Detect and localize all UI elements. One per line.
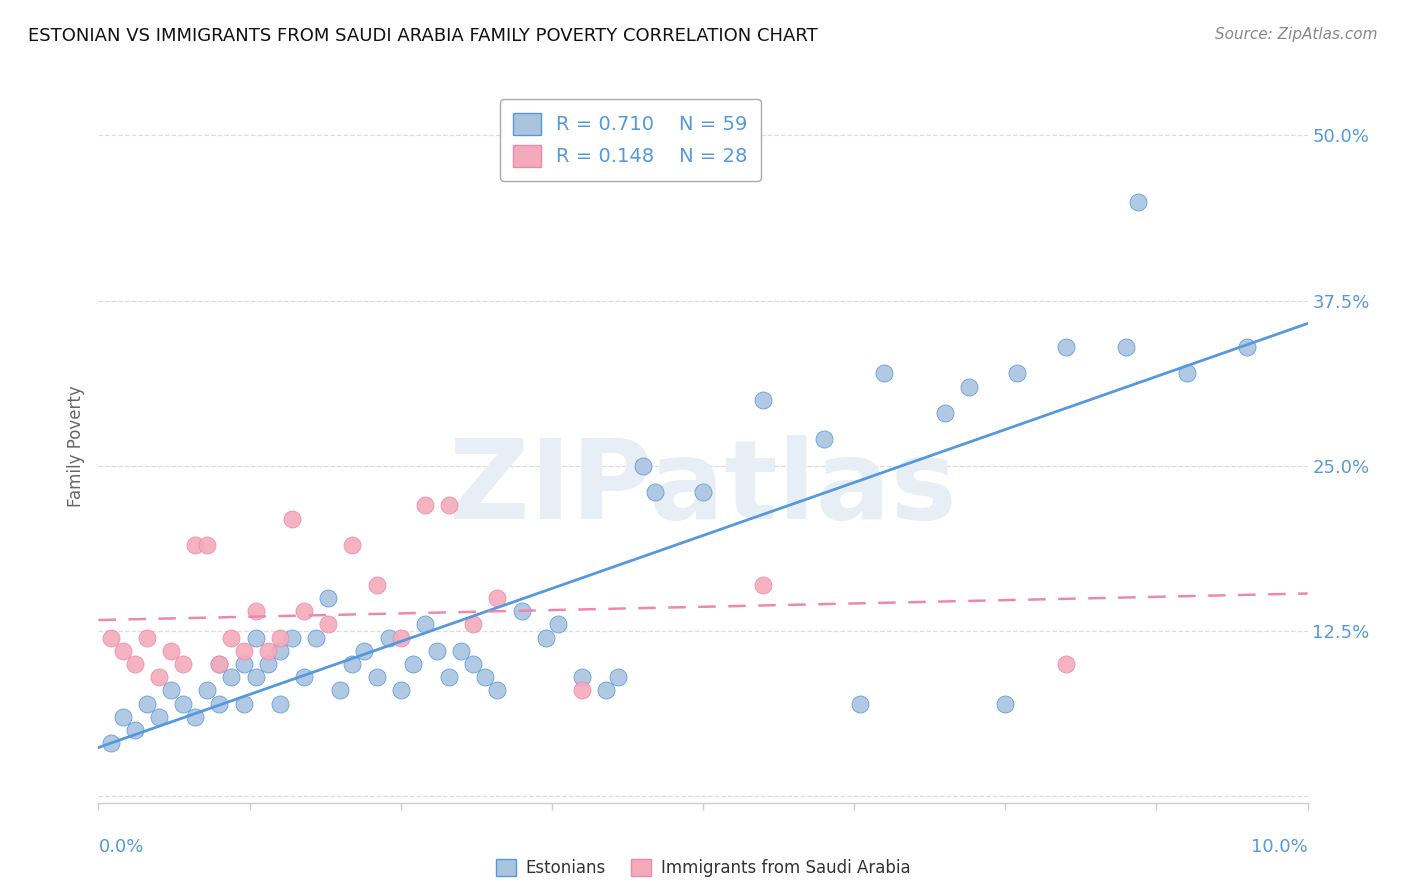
Point bbox=[571, 683, 593, 698]
Point bbox=[413, 617, 436, 632]
Point bbox=[752, 578, 775, 592]
Point bbox=[232, 697, 254, 711]
Point bbox=[316, 617, 339, 632]
Point bbox=[160, 683, 183, 698]
Point bbox=[256, 644, 278, 658]
Point bbox=[208, 697, 231, 711]
Point bbox=[111, 644, 134, 658]
Point bbox=[571, 670, 593, 684]
Legend: R = 0.710    N = 59, R = 0.148    N = 28: R = 0.710 N = 59, R = 0.148 N = 28 bbox=[499, 99, 761, 181]
Point bbox=[245, 670, 267, 684]
Legend: Estonians, Immigrants from Saudi Arabia: Estonians, Immigrants from Saudi Arabia bbox=[489, 852, 917, 884]
Point bbox=[607, 670, 630, 684]
Point bbox=[232, 657, 254, 671]
Point bbox=[450, 644, 472, 658]
Point bbox=[245, 631, 267, 645]
Point bbox=[1115, 340, 1137, 354]
Point bbox=[160, 644, 183, 658]
Point bbox=[474, 670, 496, 684]
Point bbox=[426, 644, 449, 658]
Point bbox=[994, 697, 1017, 711]
Point bbox=[148, 710, 170, 724]
Point bbox=[269, 644, 291, 658]
Point bbox=[292, 670, 315, 684]
Point bbox=[389, 683, 412, 698]
Point bbox=[486, 591, 509, 605]
Point bbox=[1236, 340, 1258, 354]
Point bbox=[135, 631, 157, 645]
Y-axis label: Family Poverty: Family Poverty bbox=[67, 385, 86, 507]
Point bbox=[100, 631, 122, 645]
Point bbox=[221, 670, 243, 684]
Point bbox=[232, 644, 254, 658]
Point bbox=[256, 657, 278, 671]
Point bbox=[329, 683, 352, 698]
Point bbox=[184, 710, 207, 724]
Point bbox=[195, 683, 218, 698]
Point bbox=[413, 499, 436, 513]
Text: ESTONIAN VS IMMIGRANTS FROM SAUDI ARABIA FAMILY POVERTY CORRELATION CHART: ESTONIAN VS IMMIGRANTS FROM SAUDI ARABIA… bbox=[28, 27, 818, 45]
Point bbox=[1054, 657, 1077, 671]
Point bbox=[402, 657, 425, 671]
Point bbox=[281, 631, 304, 645]
Point bbox=[305, 631, 328, 645]
Point bbox=[534, 631, 557, 645]
Point bbox=[124, 723, 146, 738]
Text: 0.0%: 0.0% bbox=[98, 838, 143, 856]
Point bbox=[752, 392, 775, 407]
Point bbox=[813, 433, 835, 447]
Point bbox=[245, 604, 267, 618]
Point bbox=[269, 631, 291, 645]
Point bbox=[269, 697, 291, 711]
Point bbox=[1128, 194, 1150, 209]
Point bbox=[692, 485, 714, 500]
Point bbox=[208, 657, 231, 671]
Point bbox=[208, 657, 231, 671]
Point bbox=[100, 736, 122, 750]
Point bbox=[486, 683, 509, 698]
Point bbox=[124, 657, 146, 671]
Point bbox=[849, 697, 872, 711]
Point bbox=[389, 631, 412, 645]
Point bbox=[111, 710, 134, 724]
Point bbox=[547, 617, 569, 632]
Point bbox=[437, 499, 460, 513]
Point bbox=[1007, 367, 1029, 381]
Point bbox=[366, 578, 388, 592]
Point bbox=[1054, 340, 1077, 354]
Point bbox=[316, 591, 339, 605]
Point bbox=[342, 538, 364, 552]
Point bbox=[184, 538, 207, 552]
Text: Source: ZipAtlas.com: Source: ZipAtlas.com bbox=[1215, 27, 1378, 42]
Point bbox=[437, 670, 460, 684]
Point bbox=[342, 657, 364, 671]
Point bbox=[148, 670, 170, 684]
Point bbox=[195, 538, 218, 552]
Point bbox=[1175, 367, 1198, 381]
Point bbox=[934, 406, 956, 420]
Point bbox=[292, 604, 315, 618]
Point bbox=[366, 670, 388, 684]
Point bbox=[221, 631, 243, 645]
Point bbox=[644, 485, 666, 500]
Text: 10.0%: 10.0% bbox=[1251, 838, 1308, 856]
Point bbox=[873, 367, 896, 381]
Text: ZIPatlas: ZIPatlas bbox=[449, 435, 957, 542]
Point bbox=[595, 683, 617, 698]
Point bbox=[172, 697, 194, 711]
Point bbox=[377, 631, 399, 645]
Point bbox=[463, 617, 485, 632]
Point bbox=[281, 511, 304, 525]
Point bbox=[463, 657, 485, 671]
Point bbox=[353, 644, 375, 658]
Point bbox=[957, 379, 980, 393]
Point bbox=[135, 697, 157, 711]
Point bbox=[631, 458, 654, 473]
Point bbox=[510, 604, 533, 618]
Point bbox=[172, 657, 194, 671]
